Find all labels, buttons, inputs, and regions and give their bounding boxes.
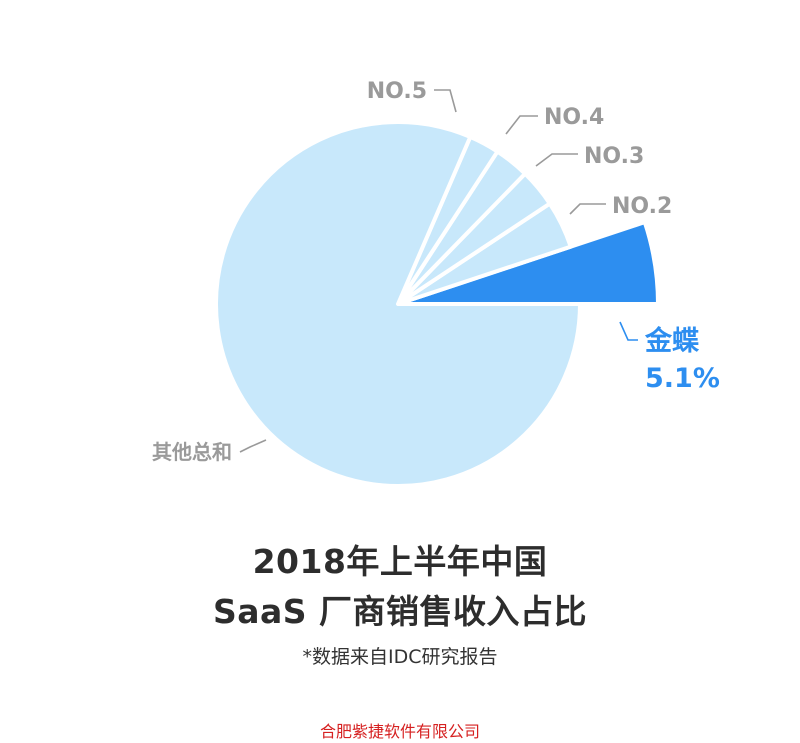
slice-label: NO.5 <box>367 79 427 104</box>
slice-label: NO.2 <box>612 194 672 219</box>
source-note: *数据来自IDC研究报告 <box>302 646 498 668</box>
slice-label: 金蝶 <box>644 325 700 357</box>
slice-label: 其他总和 <box>152 440 232 464</box>
company-name: 合肥紫捷软件有限公司 <box>319 722 480 741</box>
slice-label: NO.3 <box>584 144 644 169</box>
slice-value-label: 5.1% <box>645 363 720 394</box>
chart-subtitle: SaaS 厂商销售收入占比 <box>212 592 588 631</box>
pie-slice-others <box>214 120 582 488</box>
chart-title: 2018年上半年中国 <box>252 542 548 581</box>
leader-line <box>239 439 267 453</box>
slice-label: NO.4 <box>544 105 604 130</box>
leader-line <box>434 89 457 113</box>
leader-line <box>535 153 578 167</box>
leader-line <box>619 321 638 341</box>
leader-line <box>505 115 538 135</box>
leader-line <box>569 203 606 215</box>
pie-chart: 金蝶 5.1% NO.2 NO.3 NO.4 NO.5 其他总和 <box>152 79 720 488</box>
